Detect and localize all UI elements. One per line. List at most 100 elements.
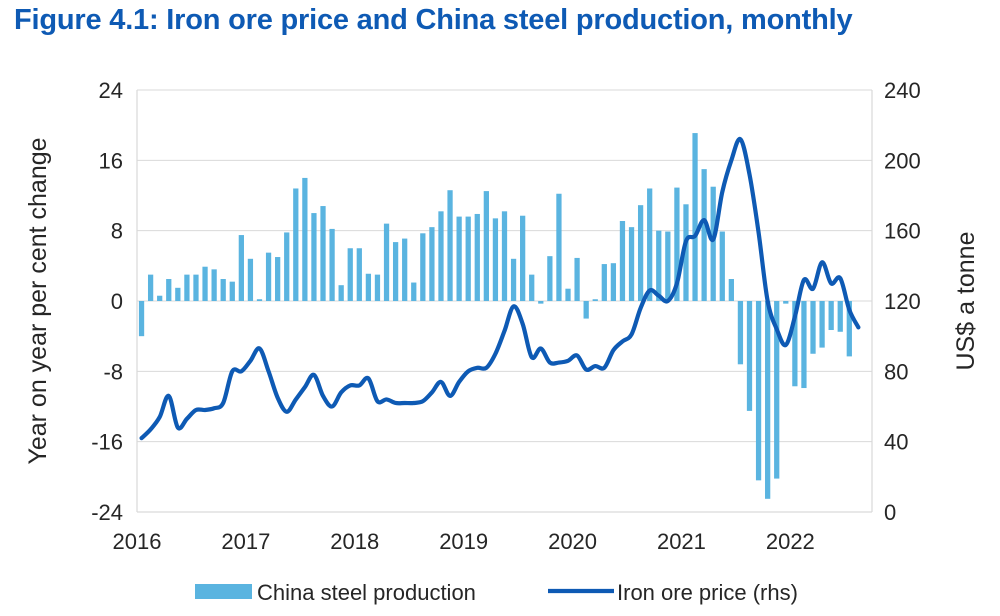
bar-steel-production: [347, 248, 353, 301]
bar-steel-production: [637, 205, 644, 301]
bar-steel-production: [238, 235, 244, 301]
bar-steel-production: [674, 187, 680, 301]
axes: [136, 90, 873, 513]
bar-steel-production: [147, 274, 154, 302]
legend-label-iron-ore-price: Iron ore price (rhs): [617, 580, 798, 605]
bar-steel-production: [692, 133, 698, 301]
bar-steel-production: [284, 232, 290, 301]
bar-steel-production: [828, 301, 834, 331]
bar-steel-production: [402, 238, 408, 301]
bar-steel-production: [765, 301, 771, 499]
x-tick-label: 2022: [766, 529, 815, 554]
bar-steel-production: [184, 274, 190, 302]
bar-steel-production: [755, 301, 762, 481]
bar-steel-production: [565, 288, 571, 301]
y-left-tick-label: -24: [91, 500, 123, 525]
bar-steel-production: [774, 301, 780, 479]
y-axis-left-label: Year on year per cent change: [24, 137, 52, 464]
bar-steel-production: [311, 213, 317, 301]
bar-steel-production: [229, 281, 235, 301]
bar-steel-production: [447, 190, 453, 301]
y-right-tick-label: 80: [884, 359, 908, 384]
bar-steel-production: [656, 230, 662, 301]
bar-steel-production: [247, 258, 254, 301]
y-right-tick-label: 200: [884, 148, 921, 173]
bar-steel-production: [601, 264, 607, 301]
bar-steel-production: [356, 248, 362, 301]
line-iron-ore-price: [139, 137, 861, 441]
bar-steel-production: [420, 233, 426, 301]
bar-steel-production: [846, 301, 852, 357]
bar-steel-production: [193, 274, 199, 302]
bar-series-china-steel-production: [138, 133, 852, 499]
bar-steel-production: [429, 227, 435, 301]
bar-steel-production: [719, 231, 725, 301]
bar-steel-production: [411, 282, 417, 301]
bar-steel-production: [547, 256, 553, 301]
x-tick-label: 2018: [330, 529, 379, 554]
x-tick-label: 2017: [221, 529, 270, 554]
bar-steel-production: [819, 301, 825, 348]
bar-steel-production: [556, 193, 562, 301]
bar-steel-production: [302, 177, 308, 301]
bar-steel-production: [510, 258, 517, 301]
bar-steel-production: [202, 266, 208, 301]
bar-steel-production: [701, 169, 707, 302]
y-left-tick-label: -8: [103, 359, 123, 384]
y-left-tick-label: 8: [111, 219, 123, 244]
bar-steel-production: [610, 263, 617, 301]
bar-steel-production: [501, 211, 508, 301]
bar-steel-production: [220, 279, 226, 301]
bar-steel-production: [465, 216, 471, 301]
bar-steel-production: [801, 301, 807, 389]
bar-steel-production: [211, 269, 217, 301]
bar-steel-production: [338, 285, 344, 301]
y-left-tick-label: 16: [99, 148, 123, 173]
bar-steel-production: [374, 274, 381, 302]
bar-steel-production: [710, 186, 716, 301]
bar-steel-production: [329, 228, 335, 301]
bar-steel-production: [474, 213, 480, 301]
bar-steel-production: [583, 301, 589, 319]
bar-steel-production: [175, 287, 181, 301]
bar-steel-production: [256, 299, 263, 301]
bar-steel-production: [728, 279, 734, 301]
bar-steel-production: [574, 257, 580, 301]
bar-steel-production: [383, 223, 390, 301]
bar-steel-production: [157, 295, 163, 301]
bar-steel-production: [592, 299, 598, 301]
bar-steel-production: [520, 215, 526, 301]
bar-steel-production: [392, 242, 399, 301]
bar-steel-production: [320, 206, 326, 301]
bar-steel-production: [737, 301, 744, 365]
y-axis-right-label: US$ a tonne: [952, 232, 980, 371]
bar-steel-production: [665, 231, 671, 301]
bar-steel-production: [628, 227, 635, 301]
bar-steel-production: [275, 257, 281, 301]
bar-steel-production: [138, 301, 145, 337]
bar-steel-production: [456, 216, 462, 301]
line-series-iron-ore-price: [139, 137, 861, 441]
bar-steel-production: [792, 301, 798, 387]
bar-steel-production: [265, 252, 272, 301]
y-left-tick-label: 24: [99, 78, 123, 103]
y-left-tick-label: 0: [111, 289, 123, 314]
bar-steel-production: [438, 211, 444, 301]
bar-steel-production: [538, 301, 544, 304]
y-right-tick-label: 0: [884, 500, 896, 525]
bar-steel-production: [529, 274, 535, 302]
x-tick-label: 2020: [548, 529, 597, 554]
y-left-tick-label: -16: [91, 430, 123, 455]
legend-label-steel-production: China steel production: [257, 580, 476, 605]
legend: China steel production Iron ore price (r…: [195, 580, 798, 605]
bar-steel-production: [647, 188, 653, 301]
x-tick-label: 2021: [657, 529, 706, 554]
bar-steel-production: [746, 301, 753, 411]
bar-steel-production: [483, 191, 489, 301]
x-tick-label: 2016: [113, 529, 162, 554]
bar-steel-production: [683, 204, 689, 301]
bar-steel-production: [492, 218, 499, 301]
y-right-tick-label: 120: [884, 289, 921, 314]
